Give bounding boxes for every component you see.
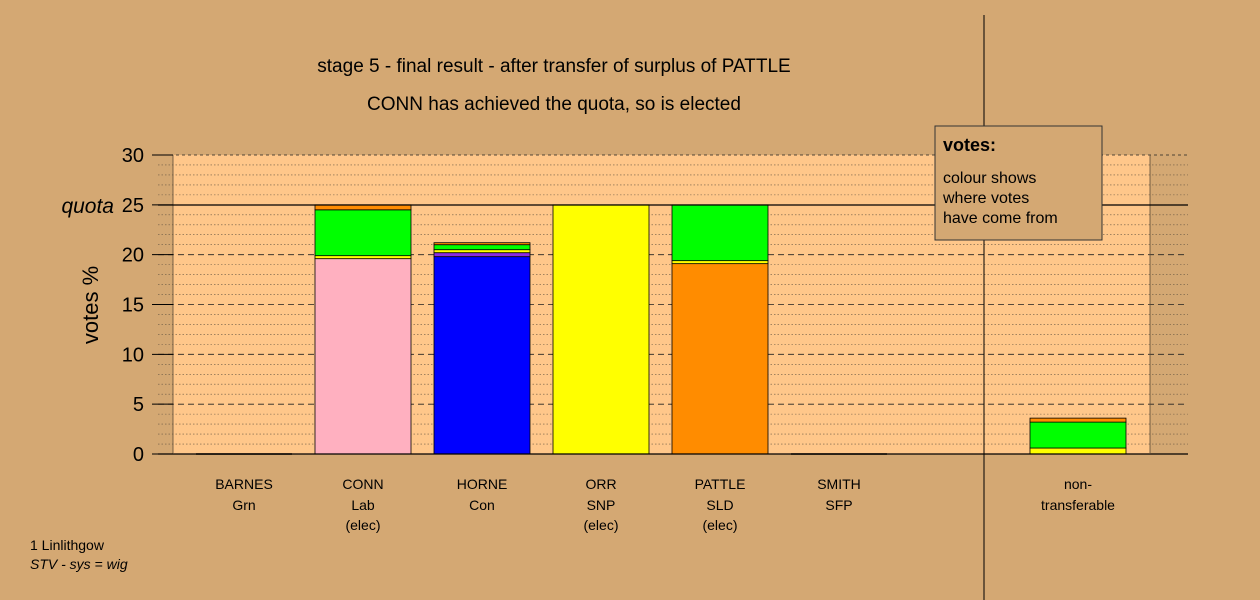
footer-system: STV - sys = wig [30,556,128,572]
bar-nontransferable-segment [1029,417,1127,423]
y-tick-labels: 0 5 10 15 20 25 30 [122,145,144,466]
y-tick-label: 30 [122,145,144,167]
candidate-party-label: SNP [587,497,616,513]
candidate-name-label: BARNES [215,476,273,492]
x-tick-labels: BARNES Grn CONN Lab (elec) HORNE Con ORR SNP (ele… [215,476,1115,533]
candidate-name-label: SMITH [817,476,861,492]
y-tick-label: 20 [122,245,144,267]
chart-subtitle: CONN has achieved the quota, so is elect… [367,94,741,115]
y-tick-label: 15 [122,295,144,317]
nontransferable-label: non- [1064,476,1092,492]
y-tick-label: 25 [122,195,144,217]
quota-label: quota [61,195,114,218]
bar-horne-segment [433,249,531,254]
legend-line: where votes [942,190,1029,207]
candidate-party-label: SFP [825,497,852,513]
candidate-party-label: Lab [351,497,375,513]
bar-horne-segment [433,242,531,246]
legend-box [934,125,1103,241]
bar-nontransferable-segment [1029,447,1127,455]
bar-conn-segment [314,258,412,455]
bar-conn-segment [314,255,412,260]
bar-pattle-segment [671,263,769,455]
y-axis-label: votes % [78,266,103,344]
legend-line: colour shows [943,170,1036,187]
legend-line: have come from [943,210,1058,227]
candidate-status-label: (elec) [702,517,737,533]
candidate-name-label: HORNE [457,476,508,492]
candidate-name-label: PATTLE [695,476,746,492]
candidate-name-label: CONN [342,476,383,492]
bars [196,204,1127,455]
bar-conn-segment [314,209,412,257]
y-tick-label: 0 [133,444,144,466]
legend: votes: colour shows where votes have com… [934,125,1103,241]
chart-title: stage 5 - final result - after transfer … [317,56,790,77]
candidate-party-label: Con [469,497,495,513]
bar-pattle-segment [671,204,769,262]
candidate-name-label: ORR [585,476,616,492]
candidate-status-label: (elec) [583,517,618,533]
footer-constituency: 1 Linlithgow [30,537,105,553]
candidate-party-label: SLD [706,497,733,513]
nontransferable-label: transferable [1041,497,1115,513]
y-tick-label: 10 [122,344,144,366]
bar-horne-segment [433,256,531,455]
y-tick-label: 5 [133,394,144,416]
bar-pattle-segment [671,260,769,265]
bar-horne-segment [433,244,531,251]
candidate-status-label: (elec) [345,517,380,533]
bar-nontransferable-segment [1029,421,1127,449]
candidate-party-label: Grn [232,497,255,513]
legend-title: votes: [943,135,996,155]
bar-horne-segment [433,252,531,258]
bar-orr-segment [552,204,650,455]
